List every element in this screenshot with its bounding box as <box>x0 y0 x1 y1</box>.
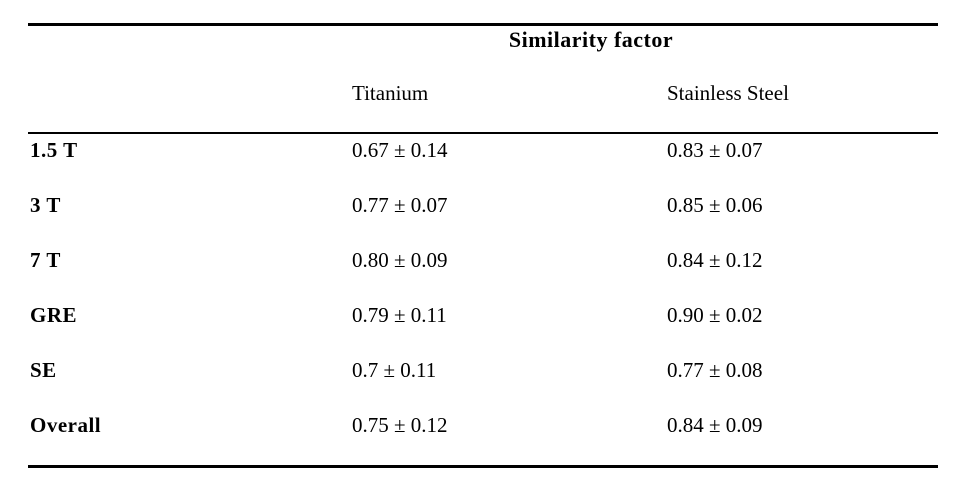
table-bottom-rule <box>28 465 938 468</box>
cell-stainless-steel: 0.84 ± 0.09 <box>667 413 763 437</box>
table-row: 1.5 T 0.67 ± 0.14 0.83 ± 0.07 <box>0 123 961 178</box>
column-header-titanium: Titanium <box>352 81 429 105</box>
cell-titanium: 0.80 ± 0.09 <box>352 248 448 272</box>
table-title: Similarity factor <box>508 27 674 52</box>
cell-titanium: 0.75 ± 0.12 <box>352 413 448 437</box>
table-row: 7 T 0.80 ± 0.09 0.84 ± 0.12 <box>0 233 961 288</box>
column-header-stainless-steel: Stainless Steel <box>667 81 789 105</box>
row-label: 7 T <box>30 248 61 272</box>
table-header-rule <box>28 132 938 134</box>
table-row: GRE 0.79 ± 0.11 0.90 ± 0.02 <box>0 288 961 343</box>
row-label: GRE <box>30 303 78 327</box>
cell-titanium: 0.67 ± 0.14 <box>352 138 448 162</box>
row-label: 3 T <box>30 193 61 217</box>
table-row: 3 T 0.77 ± 0.07 0.85 ± 0.06 <box>0 178 961 233</box>
cell-titanium: 0.7 ± 0.11 <box>352 358 437 382</box>
cell-stainless-steel: 0.83 ± 0.07 <box>667 138 763 162</box>
cell-titanium: 0.77 ± 0.07 <box>352 193 448 217</box>
cell-stainless-steel: 0.77 ± 0.08 <box>667 358 763 382</box>
cell-stainless-steel: 0.85 ± 0.06 <box>667 193 763 217</box>
table-top-rule <box>28 23 938 26</box>
table-header-row: Titanium Stainless Steel <box>0 81 961 109</box>
cell-stainless-steel: 0.84 ± 0.12 <box>667 248 763 272</box>
cell-stainless-steel: 0.90 ± 0.02 <box>667 303 763 327</box>
table-body: 1.5 T 0.67 ± 0.14 0.83 ± 0.07 3 T 0.77 ±… <box>0 123 961 453</box>
row-label: Overall <box>30 413 102 437</box>
table-row: Overall 0.75 ± 0.12 0.84 ± 0.09 <box>0 398 961 453</box>
table-row: SE 0.7 ± 0.11 0.77 ± 0.08 <box>0 343 961 398</box>
row-label: 1.5 T <box>30 138 78 162</box>
cell-titanium: 0.79 ± 0.11 <box>352 303 447 327</box>
row-label: SE <box>30 358 57 382</box>
